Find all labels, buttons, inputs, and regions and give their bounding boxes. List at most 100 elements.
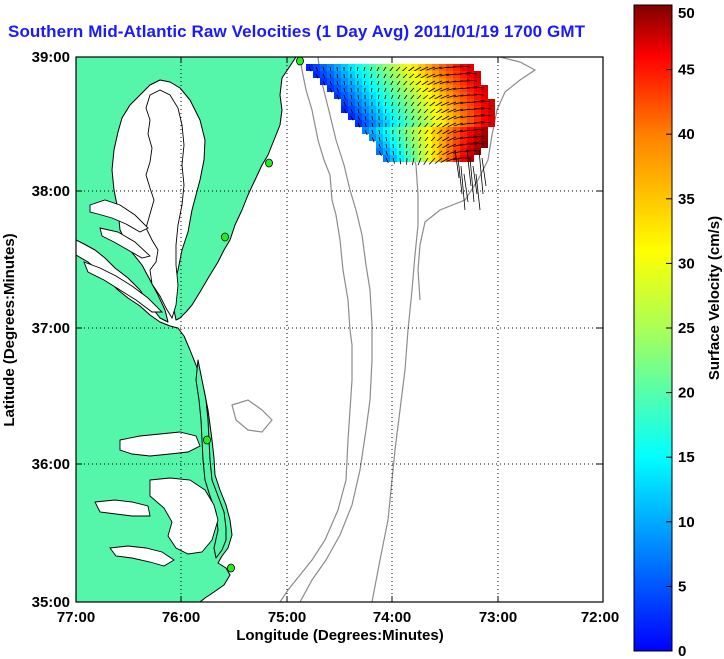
velocity-arrow (434, 108, 443, 115)
velocity-cell (488, 99, 495, 106)
velocity-cell (460, 120, 467, 127)
velocity-cell (460, 71, 467, 78)
velocity-cell (488, 120, 495, 127)
velocity-cell (481, 141, 488, 148)
velocity-cell (348, 64, 355, 71)
y-tick-label: 38:00 (32, 183, 70, 200)
tick-marks (76, 57, 603, 602)
velocity-arrow (475, 173, 481, 211)
velocity-cell (425, 64, 432, 71)
velocity-cell (418, 64, 425, 71)
velocity-cell (383, 92, 390, 99)
x-tick-labels: 77:00 76:00 75:00 74:00 73:00 72:00 (57, 609, 619, 626)
velocity-arrow (478, 149, 484, 195)
velocity-cell (397, 155, 404, 162)
velocity-cell (397, 113, 404, 120)
velocity-arrow (440, 94, 450, 99)
albemarle-sound (119, 431, 201, 457)
rappahannock-river (99, 227, 151, 259)
velocity-arrow (392, 157, 395, 164)
velocity-cell (432, 113, 439, 120)
pamlico-river (94, 499, 151, 517)
velocity-arrow (434, 101, 443, 107)
velocity-arrow (480, 114, 492, 117)
velocity-cell (334, 71, 341, 78)
velocity-arrow (453, 136, 464, 141)
velocity-arrow (357, 122, 361, 128)
velocity-cell (439, 120, 446, 127)
radar-station-5 (227, 563, 235, 573)
velocity-cell (474, 78, 481, 85)
velocity-cell (341, 64, 348, 71)
velocity-cell (446, 148, 453, 155)
velocity-cell (446, 120, 453, 127)
velocity-arrow (433, 87, 443, 93)
chesapeake-bay (145, 89, 185, 320)
velocity-cell (453, 99, 460, 106)
velocity-cell (362, 71, 369, 78)
velocity-cell (446, 155, 453, 162)
velocity-cell (411, 64, 418, 71)
velocity-cell (425, 141, 432, 148)
velocity-cell (460, 155, 467, 162)
velocity-cell (404, 78, 411, 85)
velocity-cell (404, 141, 411, 148)
velocity-cell (460, 106, 467, 113)
velocity-cell (348, 71, 355, 78)
velocity-arrow (441, 115, 450, 121)
velocity-cell (425, 113, 432, 120)
grid-lines (76, 57, 603, 602)
velocity-arrow (434, 94, 443, 100)
velocity-cell (348, 85, 355, 92)
velocity-cell (411, 71, 418, 78)
velocity-arrow (453, 143, 464, 148)
velocity-cell (488, 106, 495, 113)
velocity-cell (411, 92, 418, 99)
velocity-cell (397, 78, 404, 85)
velocity-cell (432, 99, 439, 106)
velocity-cell (397, 99, 404, 106)
velocity-arrow (434, 157, 443, 164)
y-tick-label: 36:00 (32, 456, 70, 473)
velocity-cell (376, 120, 383, 127)
velocity-cell (355, 64, 362, 71)
velocity-cell (425, 120, 432, 127)
velocity-arrow (428, 157, 436, 165)
velocity-cell (411, 141, 418, 148)
velocity-arrow (453, 94, 464, 98)
velocity-arrow (473, 101, 485, 103)
radar-station-1 (296, 56, 304, 66)
velocity-arrow (460, 122, 471, 126)
velocity-cell (397, 120, 404, 127)
velocity-cell (404, 85, 411, 92)
velocity-cell (467, 85, 474, 92)
velocity-cell (404, 155, 411, 162)
y-tick-labels: 39:00 38:00 37:00 36:00 35:00 (32, 49, 70, 611)
bathymetry-contour-inner (279, 57, 353, 602)
velocity-cell (355, 85, 362, 92)
velocity-cell (439, 92, 446, 99)
velocity-cell (432, 148, 439, 155)
velocity-arrow (459, 73, 471, 75)
velocity-cell (383, 113, 390, 120)
velocity-arrow (447, 115, 457, 120)
velocity-arrow (446, 143, 457, 149)
velocity-arrow (466, 149, 478, 152)
velocity-cell (376, 85, 383, 92)
velocity-cell (390, 99, 397, 106)
velocity-cell (418, 120, 425, 127)
velocity-cell (376, 106, 383, 113)
velocity-cell (439, 99, 446, 106)
velocity-arrow (433, 80, 443, 85)
velocity-arrow (459, 65, 471, 68)
velocity-cell (460, 134, 467, 141)
velocity-cell (383, 99, 390, 106)
velocity-cell (460, 78, 467, 85)
velocity-cell (453, 106, 460, 113)
velocity-arrow (371, 136, 375, 143)
velocity-cell (362, 99, 369, 106)
velocity-cell (453, 113, 460, 120)
velocity-cell (439, 78, 446, 85)
velocity-cell (362, 64, 369, 71)
velocity-cell (376, 113, 383, 120)
